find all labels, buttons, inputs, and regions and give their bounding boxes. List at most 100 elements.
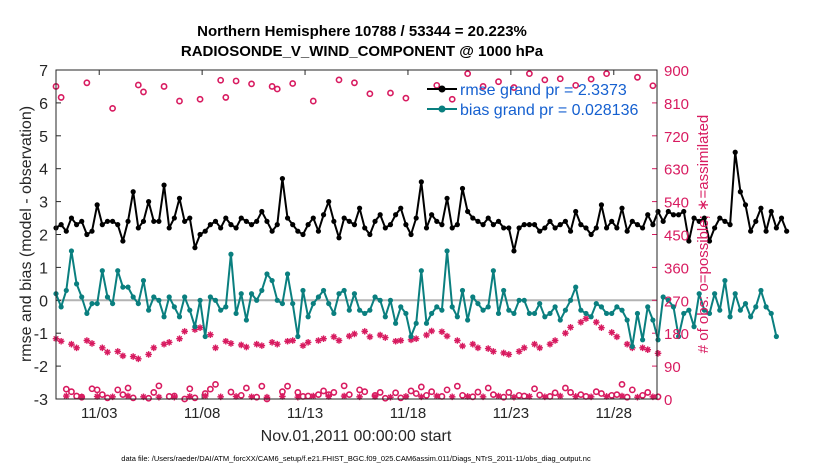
y-right-tick-label: 900 — [664, 63, 689, 80]
tick-labels: 11/03 11/08 11/13 11/18 11/23 11/28 -3 -2 -1 0 1 2 3… — [34, 63, 689, 422]
bias-point — [130, 294, 136, 300]
y-left-tick-label: -1 — [34, 326, 48, 343]
obs-possible-point — [428, 388, 436, 396]
bias-point — [110, 300, 116, 307]
obs-assimilated-point — [104, 348, 111, 356]
obs-assimilated-point — [268, 339, 276, 346]
bias-point — [284, 271, 291, 277]
bias-point — [63, 287, 69, 294]
bias-point — [362, 310, 368, 317]
rmse-point — [398, 205, 404, 211]
obs-possible-point — [232, 77, 240, 85]
x-tick-label: 11/08 — [184, 405, 220, 422]
x-axis-label: Nov.01,2011 00:00:00 start — [261, 428, 452, 445]
rmse-point — [68, 215, 75, 221]
obs-assimilated-point — [577, 318, 585, 326]
bias-point — [212, 297, 219, 303]
rmse-point — [686, 238, 692, 244]
rmse-point — [624, 228, 630, 234]
obs-possible-point — [145, 394, 153, 402]
obs-possible-point — [634, 73, 641, 81]
obs-assimilated-point — [382, 334, 389, 341]
rmse-point — [89, 228, 95, 234]
bias-point — [218, 307, 224, 313]
bias-point — [228, 251, 234, 257]
rmse-point — [506, 225, 512, 231]
obs-assimilated-point — [634, 393, 641, 401]
rmse-point — [151, 218, 157, 224]
bias-point — [393, 320, 399, 326]
obs-possible-point — [155, 382, 163, 390]
rmse-point — [73, 222, 80, 228]
obs-possible-point — [618, 380, 626, 388]
obs-assimilated-point — [464, 393, 471, 400]
obs-assimilated-point — [273, 340, 281, 348]
bias-point — [151, 294, 157, 300]
y-left-tick-label: -2 — [34, 359, 48, 376]
obs-assimilated-point — [57, 337, 65, 345]
plot-frame — [55, 69, 658, 400]
y-right-tick-label: 540 — [664, 195, 689, 212]
obs-possible-point — [572, 81, 580, 89]
obs-possible-point — [587, 75, 595, 83]
obs-possible-point — [109, 104, 117, 112]
y-left-tick-label: -3 — [34, 392, 48, 409]
rmse-point — [146, 199, 152, 205]
bias-point — [542, 314, 548, 320]
y-left-tick-label: 3 — [39, 195, 48, 212]
rmse-point — [583, 225, 589, 231]
obs-assimilated-point — [541, 393, 549, 401]
obs-assimilated-point — [263, 393, 271, 401]
rmse-point — [439, 222, 445, 228]
obs-assimilated-point — [160, 340, 168, 348]
obs-possible-point — [567, 389, 574, 396]
rmse-point — [125, 218, 131, 224]
rmse-point — [413, 215, 419, 221]
obs-possible-point — [628, 386, 636, 394]
rmse-point — [58, 222, 64, 228]
rmse-point — [197, 231, 203, 238]
obs-possible-point — [474, 388, 482, 396]
obs-assimilated-point — [201, 392, 209, 400]
bias-point — [768, 310, 774, 317]
rmse-point — [537, 228, 543, 234]
rmse-point — [490, 222, 496, 228]
y-right-tick-label: 810 — [664, 96, 689, 113]
rmse-point — [634, 222, 641, 228]
obs-assimilated-point — [484, 345, 492, 352]
bias-point — [372, 294, 378, 300]
obs-count-markers — [52, 70, 662, 403]
obs-possible-point — [258, 382, 266, 390]
rmse-point — [320, 212, 327, 218]
bias-point — [89, 300, 95, 307]
bias-point — [758, 287, 764, 294]
obs-assimilated-point — [438, 328, 446, 336]
rmse-point — [341, 215, 347, 221]
obs-assimilated-point — [448, 393, 456, 401]
rmse-point — [676, 212, 682, 218]
obs-possible-point — [417, 383, 425, 391]
rmse-point — [578, 222, 584, 228]
obs-assimilated-point — [608, 329, 616, 336]
bias-point — [315, 294, 322, 300]
rmse-point — [387, 222, 394, 228]
obs-possible-point — [423, 391, 430, 399]
rmse-point — [547, 218, 553, 224]
bias-point — [331, 310, 337, 317]
bias-point — [84, 310, 90, 317]
obs-possible-point — [335, 76, 343, 84]
rmse-point — [264, 218, 270, 224]
obs-assimilated-point — [505, 351, 513, 358]
obs-possible-point — [562, 384, 569, 392]
bias-point — [326, 300, 332, 307]
y-right-tick-label: 360 — [664, 260, 689, 277]
obs-possible-point — [242, 384, 250, 392]
legend-bias-marker — [438, 105, 446, 113]
obs-assimilated-point — [279, 393, 286, 400]
obs-assimilated-point — [150, 344, 158, 352]
obs-assimilated-point — [243, 343, 250, 351]
obs-possible-point — [119, 391, 127, 399]
rmse-point — [495, 218, 502, 224]
bias-point — [619, 307, 625, 313]
obs-possible-point — [237, 391, 245, 399]
